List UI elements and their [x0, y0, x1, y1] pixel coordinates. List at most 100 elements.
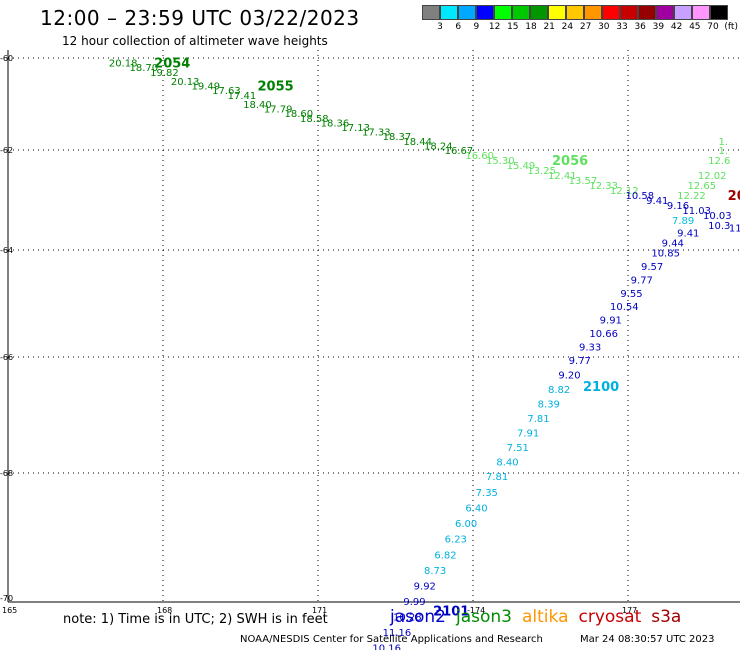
satellite-legend-item: jason2	[390, 607, 446, 627]
wave-height-label: 7.81	[527, 414, 549, 425]
color-scale-label: 21	[543, 22, 555, 32]
color-scale-swatch	[692, 5, 710, 20]
wave-height-label: 20.18	[109, 59, 138, 70]
wave-height-label: 12.41	[548, 171, 577, 182]
wave-height-label: 18.70	[130, 63, 159, 74]
page-subtitle: 12 hour collection of altimeter wave hei…	[62, 34, 328, 48]
wave-height-label: 13.57	[569, 176, 598, 187]
color-scale-label: 36	[634, 22, 646, 32]
wave-height-label: 18.37	[383, 132, 412, 143]
color-scale-swatch	[584, 5, 602, 20]
color-scale-label: 18	[525, 22, 537, 32]
color-scale-label: 33	[616, 22, 628, 32]
color-scale-label: 30	[598, 22, 610, 32]
longitude-label: -174	[467, 606, 485, 615]
wave-height-label: 12.6	[708, 156, 730, 167]
color-scale-swatch	[476, 5, 494, 20]
color-scale-swatch	[458, 5, 476, 20]
color-scale-label: 15	[507, 22, 519, 32]
wave-height-label: 7.89	[672, 216, 694, 227]
color-scale-swatch	[638, 5, 656, 20]
color-scale-label: 12	[488, 22, 501, 32]
wave-height-label: 19.49	[192, 82, 221, 93]
wave-height-label: 15.49	[507, 161, 536, 172]
wave-height-label: 12.02	[698, 171, 727, 182]
wave-height-label: 18.40	[243, 100, 272, 111]
wave-height-label: 17.33	[362, 128, 391, 139]
wave-height-label: 9.16	[667, 201, 689, 212]
wave-height-label: 8.39	[538, 399, 560, 410]
wave-height-label: 9.57	[641, 262, 663, 273]
wave-height-label: 17.13	[341, 123, 370, 134]
satellite-legend-item: altika	[522, 607, 569, 627]
wave-height-label: 10.3	[708, 221, 730, 232]
wave-height-label: 12.22	[677, 191, 706, 202]
wave-height-label: 9.44	[662, 239, 684, 250]
wave-height-label: 17.41	[228, 91, 257, 102]
color-scale-swatch	[602, 5, 620, 20]
color-scale-label: 39	[652, 22, 665, 32]
color-scale-swatch	[530, 5, 548, 20]
color-scale-bar	[422, 5, 728, 20]
wave-height-label: 1.	[719, 146, 729, 157]
wave-height-label: 18.60	[285, 109, 314, 120]
latitude-label: -70	[0, 594, 13, 603]
latitude-label: -64	[0, 246, 13, 255]
longitude-label: 171	[312, 606, 327, 615]
wave-height-label: 20.13	[171, 77, 200, 88]
wave-height-label: 7.81	[486, 472, 508, 483]
color-scale-swatch	[512, 5, 530, 20]
color-scale-swatch	[620, 5, 638, 20]
pass-time-label: 2056	[552, 154, 588, 169]
color-scale-label: 3	[437, 22, 443, 32]
wave-height-label: 6.23	[445, 535, 467, 546]
satellite-legend-item: jason3	[456, 607, 512, 627]
wave-height-label: 6.00	[455, 519, 477, 530]
wave-height-label: 10.58	[626, 191, 655, 202]
longitude-label: 177	[622, 606, 637, 615]
wave-height-label: 9.77	[569, 356, 591, 367]
color-scale-label: 27	[579, 22, 592, 32]
wave-height-label: 11.16	[383, 628, 412, 639]
wave-height-label: 19.82	[150, 68, 179, 79]
longitude-label: 168	[157, 606, 172, 615]
color-scale-swatch	[440, 5, 458, 20]
color-scale-label: 42	[670, 22, 683, 32]
color-scale-label: 6	[455, 22, 462, 32]
wave-height-label: 10.85	[651, 249, 680, 260]
footer-credit: NOAA/NESDIS Center for Satellite Applica…	[240, 634, 543, 645]
wave-height-label: 9.55	[620, 289, 642, 300]
longitude-label: 165	[2, 606, 17, 615]
wave-height-label: 9.91	[600, 316, 622, 327]
wave-height-label: 8.82	[548, 385, 570, 396]
satellite-legend-item: cryosat	[578, 607, 642, 627]
wave-height-label: 1.	[719, 137, 729, 148]
color-scale-labels: 3 6 9 12 15 18 21 24 27 30 33 36 39 42 45 70 (ft)	[422, 22, 740, 36]
color-scale-swatch	[566, 5, 584, 20]
pass-time-label: 2100	[583, 380, 619, 395]
wave-height-label: 9.33	[579, 342, 601, 353]
satellite-legend-item: s3a	[651, 607, 682, 627]
wave-height-label: 12.65	[688, 181, 717, 192]
wave-height-label: 16.67	[445, 146, 474, 157]
wave-height-label: 12.12	[610, 186, 639, 197]
wave-height-label: 12.33	[589, 181, 618, 192]
wave-height-label: 7.51	[507, 443, 529, 454]
page-title: 12:00 – 23:59 UTC 03/22/2023	[40, 6, 360, 30]
wave-height-label: 8.73	[424, 566, 446, 577]
wave-height-label: 10.03	[703, 211, 732, 222]
wave-height-label: 18.44	[403, 137, 432, 148]
wave-height-label: 7.35	[476, 488, 498, 499]
wave-height-label: 10.66	[589, 329, 618, 340]
wave-height-label: 16.60	[465, 151, 494, 162]
wave-height-label: 13.25	[527, 166, 556, 177]
footer-timestamp: Mar 24 08:30:57 UTC 2023	[580, 634, 715, 645]
wave-height-label: 9.41	[677, 229, 699, 240]
wave-height-label: 9.92	[414, 582, 436, 593]
color-scale-label: (ft)	[724, 22, 738, 32]
wave-height-label: 18.24	[424, 141, 453, 152]
color-scale-label: 45	[689, 22, 701, 32]
units-note: note: 1) Time is in UTC; 2) SWH is in fe…	[63, 612, 328, 627]
wave-height-label: 9.41	[646, 196, 668, 207]
pass-time-label: 2054	[154, 57, 190, 72]
